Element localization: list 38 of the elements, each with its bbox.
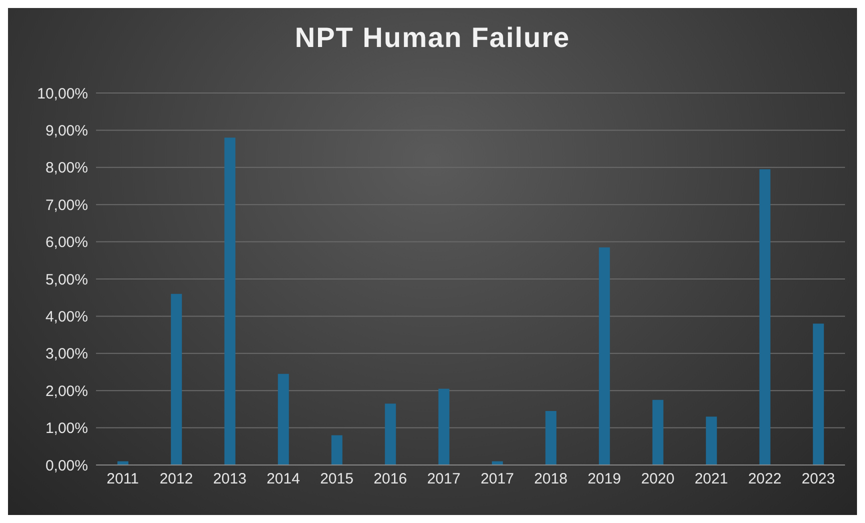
bar — [170, 294, 182, 465]
x-tick-label: 2017 — [480, 470, 514, 488]
x-tick-label: 2017 — [427, 470, 460, 488]
x-tick-label: 2011 — [106, 470, 139, 488]
y-tick-label: 2,00% — [45, 382, 88, 400]
bar — [278, 374, 289, 465]
bar — [598, 247, 610, 465]
x-tick-label: 2020 — [641, 470, 674, 488]
x-tick-label: 2018 — [534, 470, 568, 488]
y-tick-label: 7,00% — [45, 196, 88, 214]
bar — [706, 416, 717, 465]
bar — [438, 388, 450, 465]
x-tick-label: 2013 — [213, 470, 246, 488]
bar — [652, 400, 664, 465]
y-tick-label: 6,00% — [45, 234, 88, 252]
y-tick-label: 0,00% — [45, 457, 88, 474]
x-tick-label: 2019 — [588, 470, 621, 488]
chart-title: NPT Human Failure — [294, 22, 572, 54]
x-tick-label: 2021 — [694, 470, 728, 488]
bar — [812, 324, 824, 465]
y-tick-label: 8,00% — [45, 160, 88, 177]
x-tick-label: 2016 — [374, 470, 407, 488]
bar — [759, 169, 770, 465]
y-tick-label: 4,00% — [45, 308, 88, 326]
y-tick-label: 3,00% — [45, 346, 88, 363]
x-tick-label: 2014 — [266, 470, 300, 488]
bar — [384, 404, 396, 465]
y-tick-label: 5,00% — [45, 271, 88, 288]
x-tick-label: 2015 — [320, 470, 354, 488]
x-tick-label: 2023 — [802, 470, 835, 488]
y-tick-label: 9,00% — [45, 122, 88, 140]
bar — [545, 411, 556, 465]
y-tick-label: 10,00% — [37, 85, 88, 102]
bar — [331, 435, 342, 465]
x-tick-label: 2012 — [160, 470, 193, 488]
bar — [224, 138, 236, 465]
y-tick-label: 1,00% — [45, 420, 88, 438]
x-tick-label: 2022 — [748, 470, 782, 488]
